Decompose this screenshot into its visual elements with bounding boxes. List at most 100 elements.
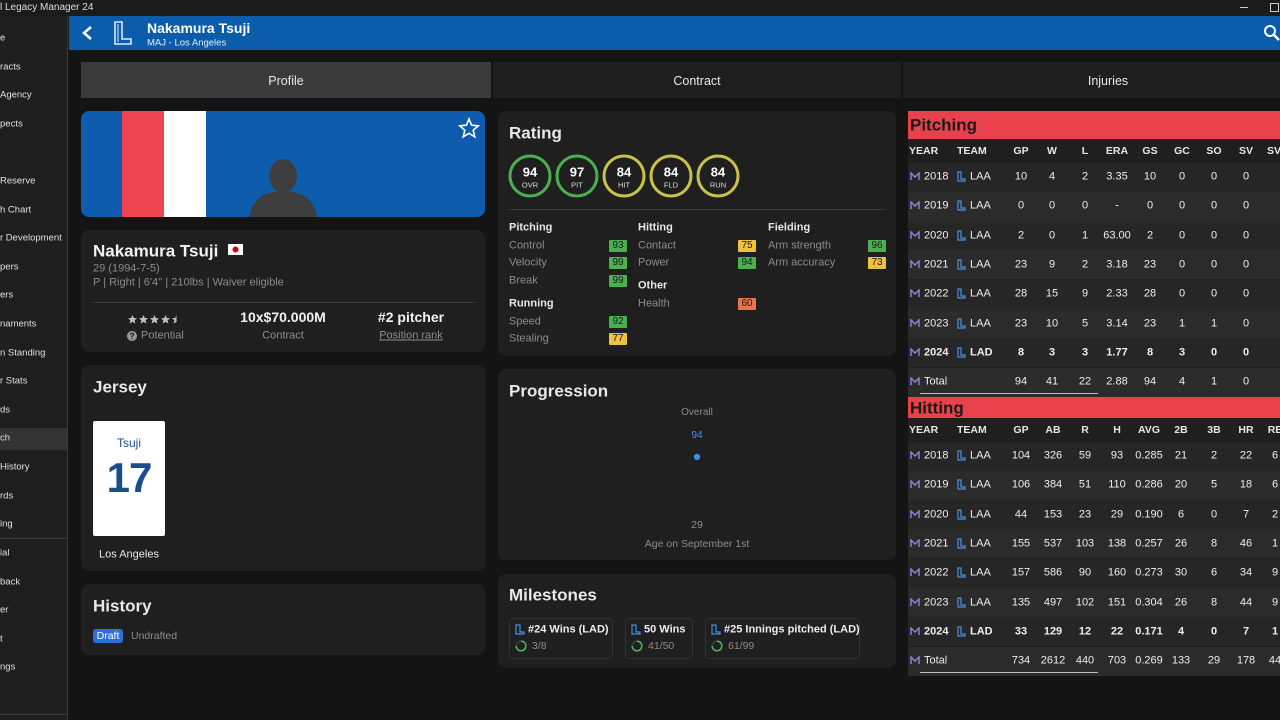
table-cell: 3 [1178, 346, 1186, 359]
column-header[interactable]: TEAM [957, 423, 987, 436]
table-cell: 0 [1178, 287, 1186, 300]
league-icon [910, 568, 920, 577]
column-header[interactable]: GC [1174, 144, 1190, 157]
potential-label: Potential [141, 329, 184, 342]
attribute-badge [738, 239, 756, 252]
column-header[interactable]: RE [1267, 423, 1280, 436]
restore-button[interactable] [1270, 3, 1279, 12]
table-cell: 0.304 [1135, 596, 1163, 608]
attribute-badge [609, 315, 627, 328]
column-header[interactable]: L [1081, 144, 1089, 157]
attribute-value: 99 [612, 257, 624, 268]
table-cell: 15 [1045, 287, 1059, 300]
sidebar-item[interactable]: ers [0, 289, 14, 301]
table-cell: 2612 [1040, 654, 1066, 667]
sidebar-item[interactable]: back [0, 575, 21, 587]
tab-label[interactable]: Profile [268, 73, 304, 88]
sidebar-item[interactable]: Agency [0, 89, 32, 101]
table-cell: 2.88 [1106, 375, 1128, 388]
sidebar-item[interactable]: ing [0, 518, 13, 530]
sidebar-item[interactable]: er [0, 604, 9, 616]
banner-stripe [122, 111, 164, 217]
table-cell: 138 [1107, 537, 1127, 550]
table-cell: 6 [1210, 566, 1218, 579]
team-icon [957, 317, 966, 329]
sidebar-item[interactable]: pects [0, 118, 23, 130]
sidebar-item[interactable]: t [0, 633, 3, 645]
attribute-badge [868, 239, 886, 252]
tab[interactable] [903, 62, 1280, 98]
team-icon [957, 288, 966, 299]
column-header[interactable]: GP [1013, 423, 1029, 436]
table-cell: 0 [1242, 229, 1250, 242]
sidebar-item[interactable]: History [0, 461, 30, 473]
attribute-name: Health [638, 297, 670, 309]
column-header[interactable]: HR [1238, 423, 1254, 436]
help-icon[interactable] [127, 331, 137, 341]
column-header[interactable]: W [1047, 144, 1057, 157]
table-cell: 0 [1178, 199, 1186, 212]
column-header[interactable]: YEAR [909, 144, 939, 157]
column-header[interactable]: AVG [1138, 423, 1160, 436]
table-cell: 0 [1242, 199, 1250, 212]
sidebar-item[interactable]: e [0, 32, 6, 44]
attribute-badge [609, 274, 627, 287]
sidebar-item[interactable]: Reserve [0, 175, 36, 187]
tab-active[interactable] [81, 62, 491, 98]
column-header[interactable]: SO [1206, 144, 1222, 157]
search-button[interactable] [1263, 24, 1280, 41]
column-header[interactable]: ERA [1105, 144, 1129, 157]
table-cell: 2019 [924, 478, 949, 491]
jersey-team: Los Angeles [99, 548, 159, 561]
sidebar-item[interactable]: ngs [0, 661, 16, 673]
column-header[interactable]: 3B [1207, 423, 1221, 436]
table-cell: LAA [970, 596, 991, 608]
sidebar-item[interactable]: naments [0, 318, 37, 330]
position-rank-label[interactable]: Position rank [379, 329, 443, 342]
table-cell: 2023 [924, 317, 949, 329]
table-cell: 8 [1146, 346, 1154, 359]
divider [93, 302, 475, 303]
attribute-name: Arm accuracy [768, 256, 836, 269]
table-cell: 21 [1174, 449, 1188, 462]
attribute-name: Contact [638, 239, 676, 251]
sidebar-item[interactable]: n Standing [0, 346, 46, 358]
column-header[interactable]: R [1081, 423, 1089, 436]
back-button[interactable] [80, 25, 94, 41]
sidebar-item[interactable]: ial [0, 547, 10, 559]
league-icon [910, 626, 920, 635]
column-header[interactable]: GP [1013, 144, 1029, 157]
sidebar-item[interactable]: r Stats [0, 375, 28, 387]
column-header[interactable]: TEAM [957, 144, 987, 157]
column-header[interactable]: AB [1045, 423, 1061, 436]
table-cell: 0 [1242, 317, 1250, 329]
sidebar-item[interactable]: racts [0, 60, 21, 72]
favorite-button[interactable] [458, 117, 480, 139]
table-cell: 3.18 [1106, 258, 1128, 271]
column-header[interactable]: YEAR [909, 423, 939, 436]
sidebar-item[interactable]: r Development [0, 232, 62, 244]
column-header[interactable]: H [1113, 423, 1121, 436]
column-header[interactable]: SV [1266, 144, 1280, 157]
sidebar-item[interactable]: rds [0, 489, 14, 501]
column-header[interactable]: SV [1238, 144, 1254, 157]
column-header[interactable]: 2B [1174, 423, 1188, 436]
sidebar-item[interactable]: ds [0, 404, 11, 416]
header-name: Nakamura Tsuji [147, 20, 251, 36]
minimize-button[interactable] [1240, 7, 1248, 8]
team-icon [957, 538, 966, 549]
tab-label[interactable]: Contract [673, 73, 721, 88]
progression-card [498, 369, 896, 560]
tab[interactable] [493, 62, 901, 98]
rating-ring [602, 154, 646, 198]
sidebar-item[interactable]: pers [0, 261, 19, 273]
column-header[interactable]: GS [1142, 144, 1158, 157]
sidebar-item[interactable]: h Chart [0, 203, 32, 215]
table-cell: 133 [1171, 654, 1191, 667]
table-cell: 41 [1045, 375, 1059, 388]
sidebar-item[interactable]: ch [0, 432, 11, 444]
milestones-card [498, 574, 896, 668]
tab-label[interactable]: Injuries [1087, 73, 1129, 88]
sidebar [0, 16, 68, 720]
table-cell: 2 [1081, 170, 1089, 183]
